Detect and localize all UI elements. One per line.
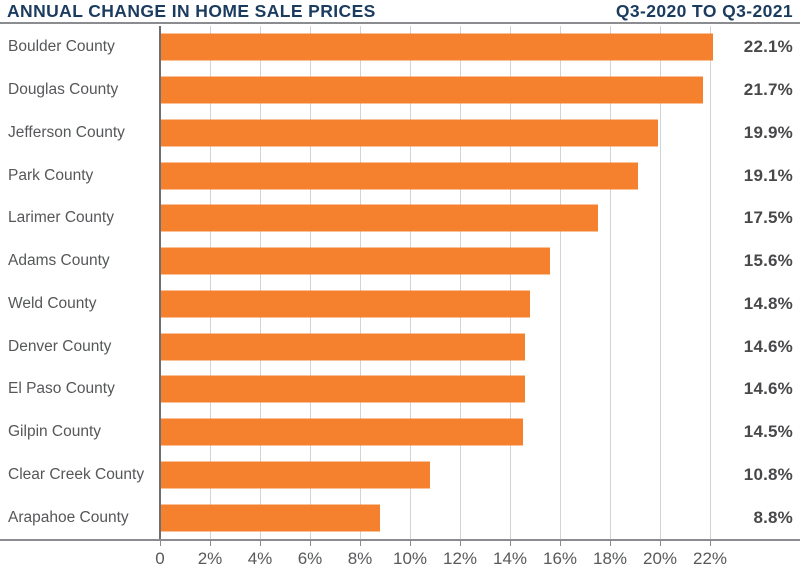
- gridline: [460, 26, 461, 539]
- tick-mark: [610, 541, 611, 546]
- category-label: Larimer County: [8, 209, 114, 227]
- zero-axis-line: [159, 26, 161, 539]
- bar: [160, 418, 523, 446]
- value-label: 21.7%: [743, 80, 793, 100]
- x-tick-label: 2%: [197, 549, 223, 568]
- bar-row: Arapahoe County 8.8%: [0, 496, 800, 539]
- category-label: Denver County: [8, 337, 112, 355]
- bar: [160, 247, 550, 275]
- bar-row: Park County 19.1%: [0, 154, 800, 197]
- tick-mark: [560, 541, 561, 546]
- bar-row: Denver County 14.6%: [0, 325, 800, 368]
- x-tick-label: 20%: [642, 549, 678, 568]
- x-axis: 0 2% 4% 6% 8% 10% 12% 14% 16% 18% 20% 22%: [0, 539, 800, 580]
- x-tick-label: 4%: [247, 549, 273, 568]
- tick-mark: [510, 541, 511, 546]
- gridline: [310, 26, 311, 539]
- tick-mark: [260, 541, 261, 546]
- value-label: 14.6%: [743, 336, 793, 356]
- bar-row: Weld County 14.8%: [0, 283, 800, 326]
- bar: [160, 461, 430, 489]
- category-label: Weld County: [8, 294, 97, 312]
- bar: [160, 119, 658, 147]
- bar-row: Gilpin County 14.5%: [0, 411, 800, 454]
- value-label: 19.9%: [743, 122, 793, 142]
- chart-title: ANNUAL CHANGE IN HOME SALE PRICES: [7, 1, 376, 21]
- x-tick-label: 18%: [592, 549, 628, 568]
- bar-row: El Paso County 14.6%: [0, 368, 800, 411]
- x-tick-label: 0: [155, 549, 165, 568]
- bar: [160, 333, 525, 361]
- plot-area: Boulder County 22.1% Douglas County 21.7% Je…: [0, 26, 800, 539]
- gridlines: [0, 26, 800, 539]
- bar-row: Douglas County 21.7%: [0, 69, 800, 112]
- bar: [160, 162, 638, 190]
- category-label: Boulder County: [8, 38, 115, 56]
- x-tick-label: 8%: [347, 549, 373, 568]
- category-label: El Paso County: [8, 380, 115, 398]
- x-tick-label: 10%: [392, 549, 428, 568]
- chart-header: ANNUAL CHANGE IN HOME SALE PRICES Q3-202…: [0, 0, 800, 24]
- gridline: [560, 26, 561, 539]
- bar-row: Boulder County 22.1%: [0, 26, 800, 69]
- tick-mark: [710, 541, 711, 546]
- value-label: 8.8%: [753, 507, 793, 527]
- gridline: [210, 26, 211, 539]
- bar: [160, 290, 530, 318]
- tick-mark: [460, 541, 461, 546]
- gridline: [360, 26, 361, 539]
- x-axis-line: [0, 539, 800, 541]
- bar-row: Jefferson County 19.9%: [0, 112, 800, 155]
- category-label: Douglas County: [8, 81, 119, 99]
- value-label: 10.8%: [743, 464, 793, 484]
- value-label: 22.1%: [743, 37, 793, 57]
- category-label: Park County: [8, 166, 94, 184]
- gridline: [510, 26, 511, 539]
- chart-period: Q3-2020 TO Q3-2021: [615, 1, 793, 21]
- category-label: Gilpin County: [8, 423, 102, 441]
- value-label: 19.1%: [743, 165, 793, 185]
- value-label: 14.6%: [743, 379, 793, 399]
- value-label: 17.5%: [743, 208, 793, 228]
- x-tick-label: 22%: [692, 549, 728, 568]
- x-tick-label: 12%: [442, 549, 478, 568]
- bar-rows: Boulder County 22.1% Douglas County 21.7% Je…: [0, 26, 800, 539]
- gridline: [660, 26, 661, 539]
- x-tick-label: 6%: [297, 549, 323, 568]
- bar-row: Clear Creek County 10.8%: [0, 454, 800, 497]
- tick-mark: [310, 541, 311, 546]
- tick-mark: [360, 541, 361, 546]
- gridline: [610, 26, 611, 539]
- bar: [160, 33, 713, 61]
- gridline: [260, 26, 261, 539]
- category-label: Arapahoe County: [8, 508, 129, 526]
- category-label: Adams County: [8, 252, 110, 270]
- tick-mark: [160, 541, 161, 546]
- bar: [160, 76, 703, 104]
- value-label: 14.8%: [743, 293, 793, 313]
- bar-row: Larimer County 17.5%: [0, 197, 800, 240]
- value-label: 14.5%: [743, 422, 793, 442]
- tick-mark: [410, 541, 411, 546]
- category-label: Clear Creek County: [8, 465, 145, 483]
- x-tick-label: 16%: [542, 549, 578, 568]
- category-label: Jefferson County: [8, 123, 125, 141]
- x-tick-label: 14%: [492, 549, 528, 568]
- gridline: [410, 26, 411, 539]
- bar: [160, 504, 380, 532]
- gridline: [710, 26, 711, 539]
- tick-mark: [660, 541, 661, 546]
- bar: [160, 375, 525, 403]
- tick-mark: [210, 541, 211, 546]
- bar-row: Adams County 15.6%: [0, 240, 800, 283]
- value-label: 15.6%: [743, 251, 793, 271]
- bar: [160, 204, 598, 232]
